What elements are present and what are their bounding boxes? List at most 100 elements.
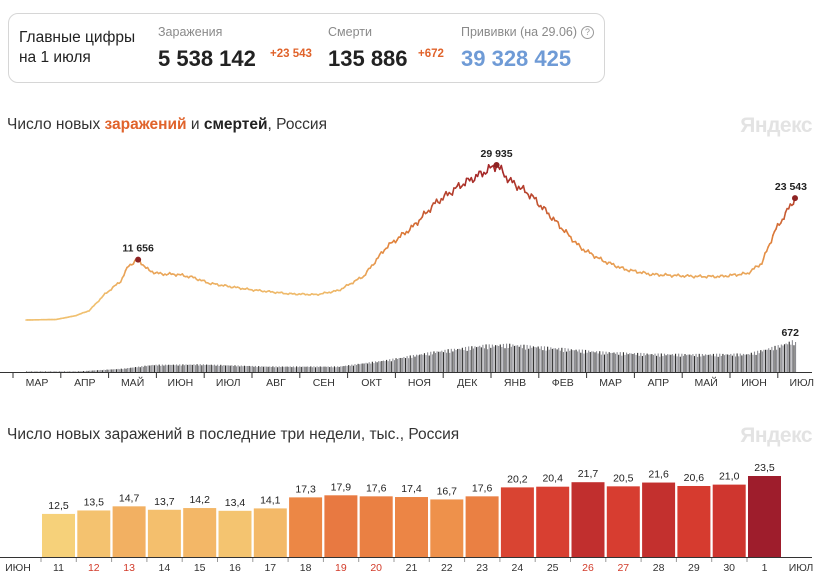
death-bar	[299, 366, 301, 372]
death-bar	[461, 347, 463, 372]
death-bar	[553, 348, 555, 372]
death-bar	[163, 365, 165, 372]
x-tick-label: 13	[123, 562, 135, 574]
x-edge-label-end: ИЮЛ	[789, 562, 814, 574]
death-bar	[362, 363, 364, 372]
brand-watermark: Яндекс	[740, 114, 812, 137]
bar	[642, 482, 676, 557]
death-bar	[526, 344, 528, 372]
death-bar	[430, 351, 432, 372]
death-bar	[488, 344, 490, 372]
death-bar	[343, 366, 345, 372]
bar-value-label: 16,7	[437, 485, 458, 497]
death-bar	[570, 349, 572, 372]
death-bar	[656, 355, 658, 372]
x-tick-label: 29	[688, 562, 700, 574]
x-tick-label: МАР	[26, 377, 49, 389]
death-bar	[27, 371, 29, 372]
death-bar	[646, 353, 648, 372]
death-bar	[90, 370, 92, 372]
death-bar	[608, 352, 610, 372]
death-bar	[722, 353, 724, 372]
peak-label: 11 656	[122, 243, 154, 255]
x-tick-label: 14	[159, 562, 171, 574]
death-bar	[368, 362, 370, 372]
death-bar	[684, 354, 686, 372]
death-bar	[720, 355, 722, 372]
death-bar	[177, 365, 179, 372]
bar	[359, 496, 393, 557]
death-bar	[439, 351, 441, 372]
death-bar	[106, 369, 108, 372]
death-bar	[89, 370, 91, 372]
death-bar	[284, 366, 287, 372]
death-bar	[662, 356, 664, 372]
death-bar	[436, 351, 438, 372]
death-bar	[199, 364, 201, 372]
x-tick-label: 19	[335, 562, 347, 574]
death-bar	[171, 364, 173, 372]
death-bar	[351, 364, 353, 372]
death-bar	[43, 371, 45, 372]
death-bar	[460, 349, 462, 372]
death-bar	[709, 354, 711, 372]
death-bar	[438, 351, 440, 372]
infections-segment	[535, 196, 539, 206]
death-bar	[78, 371, 80, 372]
death-bar	[237, 365, 239, 372]
death-bar	[411, 357, 413, 372]
death-bar	[56, 371, 58, 372]
death-bar	[111, 369, 113, 372]
death-bar	[518, 346, 520, 372]
death-bar	[92, 370, 94, 372]
death-bar	[618, 354, 620, 372]
death-bar	[344, 365, 347, 372]
death-bar	[275, 366, 277, 372]
death-bar	[119, 369, 121, 372]
help-icon[interactable]: ?	[581, 26, 595, 39]
death-bar	[657, 353, 659, 372]
death-bar	[188, 364, 190, 372]
death-bar	[498, 345, 500, 372]
death-bar	[182, 364, 184, 372]
bar-value-label: 20,6	[684, 472, 705, 484]
death-bar	[166, 365, 168, 372]
death-bar	[218, 365, 220, 372]
death-bar	[247, 366, 249, 372]
death-bar	[790, 344, 792, 372]
death-bar	[180, 365, 182, 372]
death-bar	[698, 353, 700, 372]
death-bar	[62, 371, 64, 372]
x-tick-label: 15	[194, 562, 206, 574]
death-bar	[262, 366, 264, 372]
death-bar	[65, 371, 67, 372]
death-bar	[386, 359, 388, 372]
death-bar	[603, 354, 606, 372]
death-bar	[534, 347, 536, 372]
death-bar	[157, 365, 159, 372]
death-bar	[228, 365, 230, 372]
death-bar	[185, 364, 187, 372]
death-bar	[79, 371, 81, 372]
death-bar	[572, 350, 574, 372]
death-bar	[224, 365, 227, 372]
death-bar	[434, 352, 437, 372]
death-bar	[569, 350, 571, 372]
infections-segment	[476, 170, 480, 178]
death-bar	[114, 369, 116, 372]
death-bar	[248, 365, 250, 372]
x-tick-label: АПР	[648, 377, 669, 389]
bar-value-label: 20,2	[507, 473, 528, 485]
death-bar	[327, 366, 329, 372]
death-bar	[753, 351, 756, 372]
death-bar	[791, 340, 793, 372]
bar	[748, 476, 781, 557]
death-bar	[581, 349, 583, 372]
x-tick-label: 24	[512, 562, 524, 574]
death-bar	[431, 354, 433, 372]
death-bar	[322, 366, 324, 372]
death-bar	[596, 351, 598, 372]
death-bar	[160, 365, 162, 372]
bar-value-label: 20,5	[613, 472, 634, 484]
